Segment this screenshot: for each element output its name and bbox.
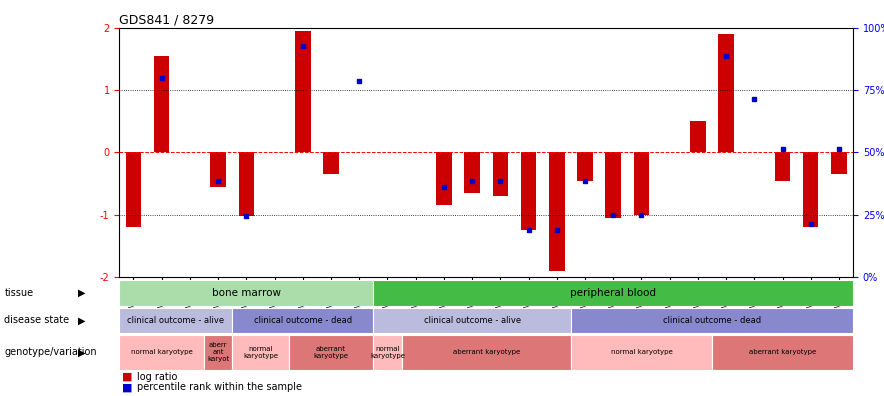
Bar	[210, 152, 226, 187]
Bar	[719, 34, 734, 152]
Text: aberr
ant
karyot: aberr ant karyot	[207, 343, 229, 362]
Text: GDS841 / 8279: GDS841 / 8279	[119, 13, 215, 27]
Text: peripheral blood: peripheral blood	[570, 288, 656, 298]
Bar	[803, 152, 819, 227]
Text: log ratio: log ratio	[137, 372, 178, 382]
Bar	[571, 335, 712, 370]
Bar	[204, 335, 232, 370]
Bar	[549, 152, 565, 271]
Text: disease state: disease state	[4, 315, 70, 326]
Bar	[373, 280, 853, 306]
Bar	[232, 335, 289, 370]
Text: normal karyotype: normal karyotype	[611, 349, 673, 356]
Bar	[712, 335, 853, 370]
Text: aberrant karyotype: aberrant karyotype	[453, 349, 520, 356]
Text: ▶: ▶	[78, 315, 85, 326]
Bar	[492, 152, 508, 196]
Text: ▶: ▶	[78, 287, 85, 298]
Text: ▶: ▶	[78, 347, 85, 358]
Text: bone marrow: bone marrow	[212, 288, 281, 298]
Text: clinical outcome - dead: clinical outcome - dead	[663, 316, 761, 325]
Bar	[831, 152, 847, 174]
Bar	[373, 308, 571, 333]
Text: clinical outcome - alive: clinical outcome - alive	[423, 316, 521, 325]
Bar	[774, 152, 790, 181]
Bar	[126, 152, 141, 227]
Bar	[634, 152, 649, 215]
Bar	[436, 152, 452, 206]
Bar	[464, 152, 480, 193]
Text: tissue: tissue	[4, 287, 34, 298]
Text: genotype/variation: genotype/variation	[4, 347, 97, 358]
Bar	[577, 152, 593, 181]
Bar	[119, 335, 204, 370]
Text: ■: ■	[122, 382, 133, 392]
Text: normal
karyotype: normal karyotype	[370, 346, 405, 359]
Bar	[606, 152, 621, 218]
Text: clinical outcome - dead: clinical outcome - dead	[254, 316, 352, 325]
Bar	[289, 335, 373, 370]
Text: ■: ■	[122, 372, 133, 382]
Text: percentile rank within the sample: percentile rank within the sample	[137, 382, 302, 392]
Text: aberrant karyotype: aberrant karyotype	[749, 349, 816, 356]
Bar	[324, 152, 339, 174]
Bar	[401, 335, 571, 370]
Text: normal
karyotype: normal karyotype	[243, 346, 278, 359]
Bar	[521, 152, 537, 230]
Bar	[690, 121, 705, 152]
Bar	[571, 308, 853, 333]
Bar	[232, 308, 373, 333]
Bar	[373, 335, 401, 370]
Bar	[119, 308, 232, 333]
Bar	[119, 280, 373, 306]
Bar	[239, 152, 254, 216]
Text: normal karyotype: normal karyotype	[131, 349, 193, 356]
Bar	[154, 56, 170, 152]
Bar	[295, 31, 310, 152]
Text: aberrant
karyotype: aberrant karyotype	[314, 346, 348, 359]
Text: clinical outcome - alive: clinical outcome - alive	[127, 316, 225, 325]
